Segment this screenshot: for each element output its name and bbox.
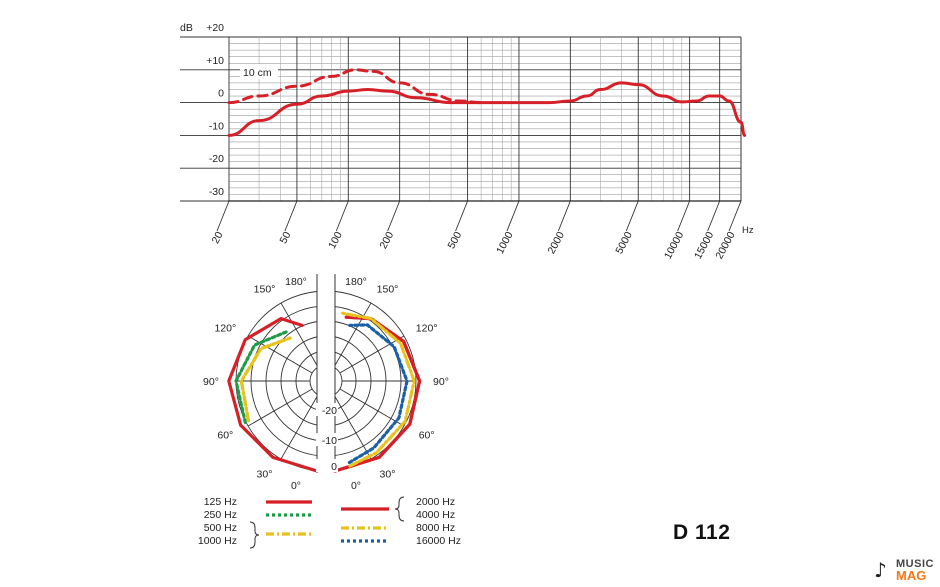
x-tick-label: 10000 — [662, 230, 686, 262]
frequency-response-chart: dB +20 +10 0 -10 -20 -30 20 50 100 200 500 1000 2000 5… — [180, 22, 754, 261]
legend-label-left: 125 Hz — [204, 496, 237, 508]
angle-label: 0° — [291, 480, 301, 492]
y-tick-label: 0 — [218, 88, 224, 100]
angle-label: 150° — [377, 283, 399, 295]
angle-label: 180° — [345, 276, 367, 288]
legend-label-right: 16000 Hz — [416, 535, 461, 547]
x-tick-mark — [284, 200, 298, 232]
polar-spoke — [333, 302, 372, 368]
legend-label-right: 8000 Hz — [416, 522, 455, 534]
ring-db-label: -20 — [322, 405, 337, 417]
legend-label-right: 4000 Hz — [416, 509, 455, 521]
polar-spoke — [339, 388, 405, 427]
y-tick-label: -20 — [209, 153, 224, 165]
ring-db-label: -10 — [322, 435, 337, 447]
x-tick-mark — [455, 200, 468, 232]
polar-curve-500hz — [239, 335, 294, 423]
angle-label: 120° — [416, 323, 438, 335]
angle-label: 180° — [285, 276, 307, 288]
x-tick-mark — [216, 200, 230, 232]
x-tick-label: 1000 — [494, 230, 516, 256]
polar-curve-8000hz — [339, 311, 416, 468]
musician-silhouette-icon: ♪ — [874, 558, 887, 582]
y-tick-label: -10 — [209, 120, 224, 132]
polar-curve-2000hz — [333, 315, 422, 473]
ring-label-bg — [316, 403, 338, 416]
x-tick-label: 500 — [445, 230, 464, 251]
ring-label-bg — [316, 459, 338, 472]
y-tick-label: -30 — [209, 186, 224, 198]
ring-label-bg — [316, 433, 338, 446]
x-tick-mark — [335, 200, 349, 232]
angle-label: 90° — [433, 376, 449, 388]
x-tick-label: 20 — [210, 230, 226, 246]
x-tick-mark — [728, 200, 742, 232]
angle-label: 90° — [203, 376, 219, 388]
polar-curve-16000hz — [347, 323, 409, 465]
ring-db-label: 0 — [331, 461, 337, 473]
angle-label: 150° — [254, 283, 276, 295]
polar-spoke — [339, 335, 405, 374]
legend-brace-right — [394, 496, 405, 522]
legend-brace-left — [249, 521, 260, 549]
legend-label-left: 1000 Hz — [198, 535, 237, 547]
x-tick-mark — [625, 200, 639, 232]
polar-center-gap — [317, 268, 335, 472]
polar-curve-1000hz — [239, 335, 294, 423]
y-tick-label: +10 — [206, 55, 224, 67]
angle-label: 120° — [214, 323, 236, 335]
x-tick-label: 2000 — [545, 230, 567, 256]
annotation-bg — [240, 64, 278, 79]
watermark-line1: MUSIC — [896, 558, 934, 570]
legend-label-left: 500 Hz — [204, 522, 237, 534]
x-tick-label: 15000 — [692, 230, 716, 262]
polar-spoke — [280, 302, 319, 368]
x-tick-label: 5000 — [613, 230, 635, 256]
watermark-logo: ♪ MUSIC MAG — [874, 556, 936, 584]
polar-curve-4000hz — [333, 315, 422, 473]
polar-spoke — [280, 394, 319, 460]
x-tick-label: 100 — [326, 230, 345, 251]
x-tick-mark — [506, 200, 520, 232]
x-tick-mark — [557, 200, 571, 232]
x-tick-label: 20000 — [713, 230, 737, 262]
x-tick-mark — [677, 200, 691, 232]
polar-curve-250hz — [234, 329, 290, 424]
polar-pattern-chart: 0 -10 -20 180° 180° 150° 150° 120° 120° 90° 90° 60°… — [203, 268, 449, 492]
angle-label: 30° — [257, 469, 273, 481]
x-tick-mark — [707, 200, 721, 232]
angle-label: 30° — [380, 469, 396, 481]
polar-spoke — [333, 394, 372, 460]
x-axis-label: Hz — [742, 225, 754, 236]
x-tick-label: 50 — [277, 230, 293, 246]
model-name: D 112 — [673, 521, 731, 544]
polar-curve-125hz — [227, 317, 319, 473]
x-tick-label: 200 — [377, 230, 396, 251]
angle-label: 60° — [419, 430, 435, 442]
angle-label: 60° — [217, 430, 233, 442]
x-tick-mark — [387, 200, 401, 232]
y-tick-label: +20 — [206, 22, 224, 34]
series-line-response — [227, 81, 747, 137]
watermark-line2: MAG — [896, 568, 927, 583]
legend-label-left: 250 Hz — [204, 509, 237, 521]
annotation-label: 10 cm — [243, 67, 272, 79]
angle-label: 0° — [351, 480, 361, 492]
y-axis-label: dB — [180, 22, 193, 34]
polar-spoke — [247, 388, 313, 427]
legend-label-right: 2000 Hz — [416, 496, 455, 508]
series-line-10cm — [227, 68, 483, 105]
